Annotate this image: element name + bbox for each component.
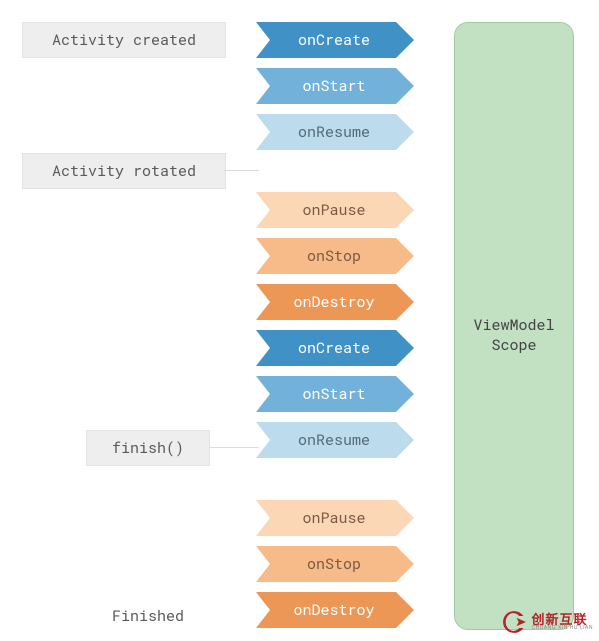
lifecycle-arrow: onStop xyxy=(256,546,414,582)
watermark-logo-icon xyxy=(501,609,527,635)
lifecycle-arrow: onDestroy xyxy=(256,284,414,320)
arrow-label: onStart xyxy=(274,68,394,104)
diagram-canvas: Activity created Activity rotated finish… xyxy=(0,0,599,641)
arrow-label: onDestroy xyxy=(274,592,394,628)
label-activity-rotated: Activity rotated xyxy=(22,153,226,189)
lifecycle-arrow: onStart xyxy=(256,68,414,104)
scope-label: ViewModel Scope xyxy=(455,315,573,355)
lifecycle-arrow: onStart xyxy=(256,376,414,412)
arrow-label: onStop xyxy=(274,238,394,274)
lifecycle-arrow: onPause xyxy=(256,500,414,536)
lifecycle-arrow: onPause xyxy=(256,192,414,228)
label-text: finish() xyxy=(112,438,184,458)
lifecycle-arrow: onResume xyxy=(256,422,414,458)
label-text: Finished xyxy=(112,606,184,626)
lifecycle-arrow: onDestroy xyxy=(256,592,414,628)
watermark: 创新互联 CHUANG XIN HU LIAN xyxy=(501,609,593,635)
arrow-label: onDestroy xyxy=(274,284,394,320)
label-finished: Finished xyxy=(86,598,210,634)
label-text: Activity created xyxy=(52,30,196,50)
arrow-label: onResume xyxy=(274,422,394,458)
label-finish: finish() xyxy=(86,430,210,466)
arrow-label: onResume xyxy=(274,114,394,150)
lifecycle-arrow: onStop xyxy=(256,238,414,274)
label-text: Activity rotated xyxy=(52,161,196,181)
watermark-sub: CHUANG XIN HU LIAN xyxy=(531,626,593,631)
label-activity-created: Activity created xyxy=(22,22,226,58)
arrow-label: onStop xyxy=(274,546,394,582)
arrow-label: onCreate xyxy=(274,330,394,366)
lifecycle-arrow: onCreate xyxy=(256,330,414,366)
arrow-label: onPause xyxy=(274,500,394,536)
scope-label-line1: ViewModel xyxy=(473,315,554,335)
scope-label-line2: Scope xyxy=(491,335,536,355)
connector-finish xyxy=(210,447,259,448)
lifecycle-arrow: onResume xyxy=(256,114,414,150)
arrow-label: onPause xyxy=(274,192,394,228)
arrow-label: onStart xyxy=(274,376,394,412)
connector-rotated xyxy=(224,170,259,171)
viewmodel-scope: ViewModel Scope xyxy=(454,22,574,630)
arrow-label: onCreate xyxy=(274,22,394,58)
lifecycle-arrow: onCreate xyxy=(256,22,414,58)
